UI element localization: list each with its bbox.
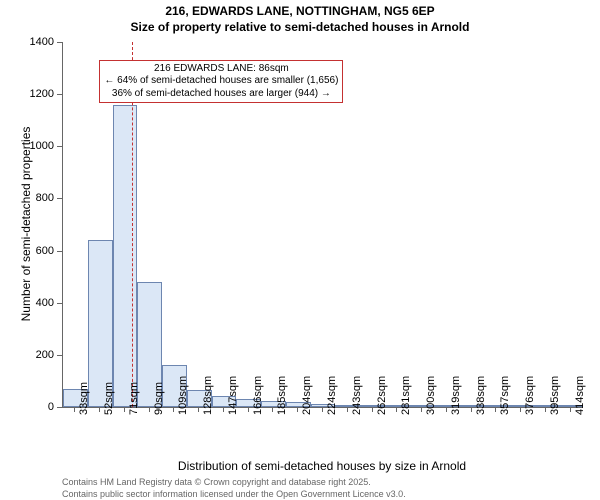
y-tick-mark	[57, 42, 62, 43]
y-tick-mark	[57, 303, 62, 304]
y-tick-label: 1200	[14, 88, 54, 100]
x-tick-label: 109sqm	[177, 376, 189, 415]
y-tick-label: 0	[14, 401, 54, 413]
x-tick-mark	[421, 407, 422, 412]
y-tick-mark	[57, 146, 62, 147]
y-tick-label: 1000	[14, 140, 54, 152]
x-tick-label: 185sqm	[276, 376, 288, 415]
attribution: Contains HM Land Registry data © Crown c…	[62, 477, 406, 500]
x-tick-mark	[396, 407, 397, 412]
y-tick-mark	[57, 94, 62, 95]
x-tick-mark	[149, 407, 150, 412]
x-tick-mark	[520, 407, 521, 412]
x-tick-label: 300sqm	[425, 376, 437, 415]
title-line-1: 216, EDWARDS LANE, NOTTINGHAM, NG5 6EP	[0, 4, 600, 18]
annotation-box: 216 EDWARDS LANE: 86sqm← 64% of semi-det…	[99, 60, 343, 104]
x-tick-label: 52sqm	[103, 382, 115, 415]
x-tick-mark	[297, 407, 298, 412]
annotation-line: 216 EDWARDS LANE: 86sqm	[104, 63, 338, 76]
annotation-line: ← 64% of semi-detached houses are smalle…	[104, 75, 338, 88]
y-tick-mark	[57, 407, 62, 408]
x-tick-label: 262sqm	[376, 376, 388, 415]
plot-area: 216 EDWARDS LANE: 86sqm← 64% of semi-det…	[62, 42, 583, 408]
x-tick-label: 33sqm	[78, 382, 90, 415]
y-tick-label: 800	[14, 192, 54, 204]
chart-container: 216, EDWARDS LANE, NOTTINGHAM, NG5 6EP S…	[0, 0, 600, 500]
x-tick-mark	[347, 407, 348, 412]
x-tick-label: 376sqm	[524, 376, 536, 415]
x-tick-label: 90sqm	[153, 382, 165, 415]
x-tick-mark	[471, 407, 472, 412]
x-tick-mark	[545, 407, 546, 412]
x-tick-label: 357sqm	[499, 376, 511, 415]
x-tick-mark	[322, 407, 323, 412]
x-tick-mark	[272, 407, 273, 412]
x-axis-label: Distribution of semi-detached houses by …	[62, 459, 582, 473]
x-tick-label: 395sqm	[549, 376, 561, 415]
x-tick-mark	[495, 407, 496, 412]
x-tick-label: 204sqm	[301, 376, 313, 415]
x-tick-label: 319sqm	[450, 376, 462, 415]
y-tick-label: 1400	[14, 36, 54, 48]
x-tick-label: 281sqm	[400, 376, 412, 415]
x-tick-mark	[173, 407, 174, 412]
y-tick-mark	[57, 198, 62, 199]
x-tick-label: 71sqm	[128, 382, 140, 415]
x-tick-label: 243sqm	[351, 376, 363, 415]
x-tick-label: 338sqm	[475, 376, 487, 415]
x-tick-mark	[223, 407, 224, 412]
x-tick-mark	[124, 407, 125, 412]
x-tick-mark	[570, 407, 571, 412]
attribution-line-1: Contains HM Land Registry data © Crown c…	[62, 477, 406, 489]
y-tick-mark	[57, 355, 62, 356]
x-tick-label: 147sqm	[227, 376, 239, 415]
x-tick-mark	[446, 407, 447, 412]
x-tick-mark	[372, 407, 373, 412]
x-tick-mark	[248, 407, 249, 412]
x-tick-mark	[74, 407, 75, 412]
title-line-2: Size of property relative to semi-detach…	[0, 20, 600, 34]
x-tick-label: 414sqm	[574, 376, 586, 415]
y-tick-label: 400	[14, 297, 54, 309]
y-tick-label: 200	[14, 349, 54, 361]
x-tick-label: 224sqm	[326, 376, 338, 415]
x-tick-mark	[198, 407, 199, 412]
y-tick-label: 600	[14, 245, 54, 257]
x-tick-mark	[99, 407, 100, 412]
annotation-line: 36% of semi-detached houses are larger (…	[104, 88, 338, 101]
x-tick-label: 166sqm	[252, 376, 264, 415]
y-tick-mark	[57, 251, 62, 252]
histogram-bar	[113, 105, 138, 407]
attribution-line-2: Contains public sector information licen…	[62, 489, 406, 500]
x-tick-label: 128sqm	[202, 376, 214, 415]
